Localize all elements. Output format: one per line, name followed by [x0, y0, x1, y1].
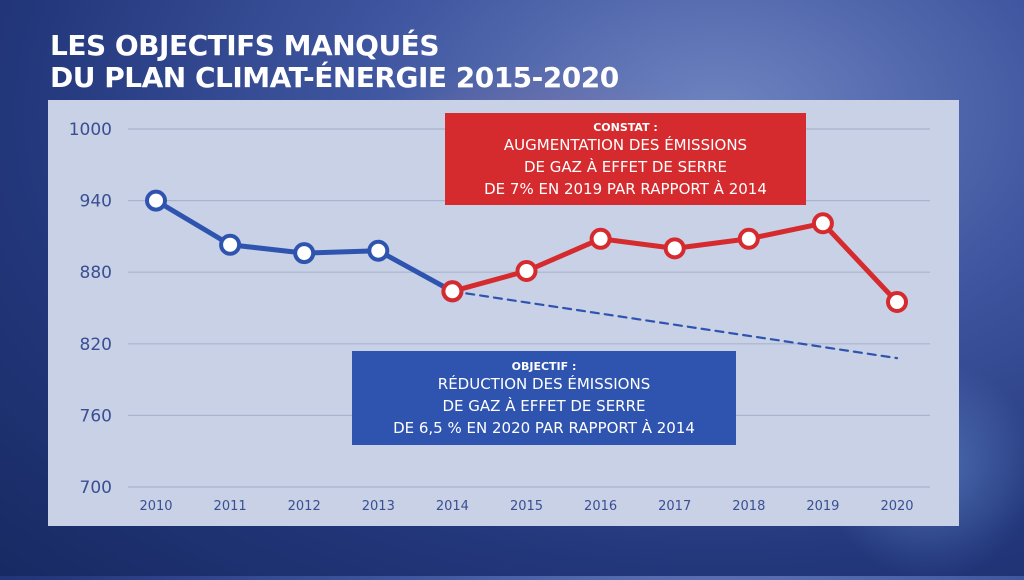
- data-point: [441, 280, 464, 303]
- target-series-line: [451, 290, 899, 360]
- page-title: LES OBJECTIFS MANQUÉS DU PLAN CLIMAT-ÉNE…: [50, 30, 619, 94]
- data-point: [219, 233, 242, 256]
- x-tick-label: 2015: [510, 499, 543, 514]
- objectif-annotation: OBJECTIF : RÉDUCTION DES ÉMISSIONS DE GA…: [352, 351, 736, 445]
- objectif-line-2: DE GAZ À EFFET DE SERRE: [442, 397, 646, 415]
- data-point: [737, 227, 760, 250]
- data-point: [886, 291, 908, 314]
- constat-line-3: DE 7% EN 2019 PAR RAPPORT À 2014: [484, 180, 767, 198]
- x-tick-label: 2012: [288, 499, 321, 514]
- data-point: [515, 260, 538, 283]
- y-tick-label: 820: [80, 335, 112, 355]
- title-line-2: DU PLAN CLIMAT-ÉNERGIE 2015-2020: [50, 61, 619, 94]
- y-tick-label: 760: [80, 406, 112, 426]
- constat-line-1: AUGMENTATION DES ÉMISSIONS: [503, 136, 748, 154]
- constat-head: CONSTAT :: [593, 121, 658, 134]
- x-tick-label: 2013: [362, 499, 395, 514]
- x-tick-label: 2014: [436, 499, 469, 514]
- data-point: [367, 239, 390, 262]
- constat-line-2: DE GAZ À EFFET DE SERRE: [523, 158, 727, 176]
- objectif-line-1: RÉDUCTION DES ÉMISSIONS: [437, 375, 651, 393]
- data-point: [145, 189, 167, 212]
- y-tick-label: 940: [80, 192, 112, 212]
- y-tick-label: 1000: [69, 120, 112, 140]
- data-point: [811, 212, 834, 235]
- title-line-1: LES OBJECTIFS MANQUÉS: [50, 29, 439, 62]
- constat-annotation: CONSTAT : AUGMENTATION DES ÉMISSIONS DE …: [445, 113, 806, 205]
- x-tick-label: 2011: [214, 499, 247, 514]
- x-tick-label: 2010: [139, 499, 172, 514]
- x-tick-label: 2019: [806, 499, 839, 514]
- x-tick-label: 2018: [732, 499, 765, 514]
- objectif-line-3: DE 6,5 % EN 2020 PAR RAPPORT À 2014: [393, 419, 695, 437]
- data-point: [663, 237, 686, 260]
- data-point: [293, 242, 316, 265]
- data-point: [589, 227, 612, 250]
- series-line: [449, 220, 900, 305]
- y-tick-label: 700: [80, 478, 112, 498]
- x-tick-label: 2016: [584, 499, 617, 514]
- objectif-head: OBJECTIF :: [511, 360, 577, 373]
- x-tick-label: 2017: [658, 499, 691, 514]
- x-tick-label: 2020: [880, 499, 913, 514]
- y-tick-label: 880: [80, 263, 112, 283]
